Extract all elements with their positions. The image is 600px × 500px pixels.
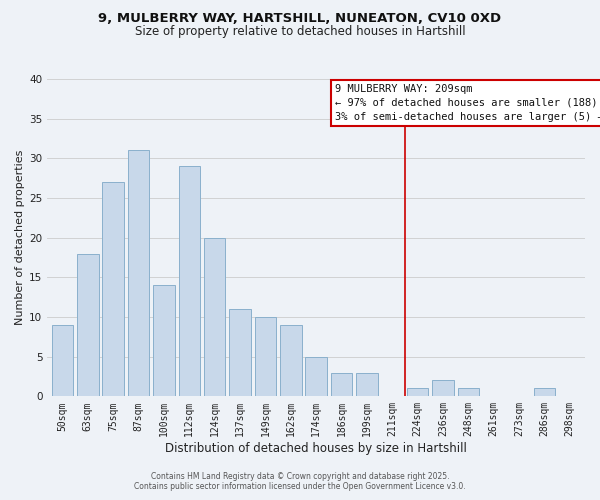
Text: 9 MULBERRY WAY: 209sqm
← 97% of detached houses are smaller (188)
3% of semi-det: 9 MULBERRY WAY: 209sqm ← 97% of detached… xyxy=(335,84,600,122)
Bar xyxy=(153,286,175,397)
Bar xyxy=(305,356,327,397)
Text: Size of property relative to detached houses in Hartshill: Size of property relative to detached ho… xyxy=(134,25,466,38)
Bar xyxy=(229,309,251,396)
Y-axis label: Number of detached properties: Number of detached properties xyxy=(15,150,25,326)
Bar xyxy=(407,388,428,396)
Bar xyxy=(356,372,377,396)
Text: Contains public sector information licensed under the Open Government Licence v3: Contains public sector information licen… xyxy=(134,482,466,491)
Bar xyxy=(128,150,149,396)
Text: 9, MULBERRY WAY, HARTSHILL, NUNEATON, CV10 0XD: 9, MULBERRY WAY, HARTSHILL, NUNEATON, CV… xyxy=(98,12,502,26)
Bar xyxy=(77,254,98,396)
Bar xyxy=(280,325,302,396)
Bar xyxy=(254,317,276,396)
Bar xyxy=(103,182,124,396)
X-axis label: Distribution of detached houses by size in Hartshill: Distribution of detached houses by size … xyxy=(165,442,467,455)
Bar xyxy=(533,388,555,396)
Bar xyxy=(179,166,200,396)
Bar xyxy=(432,380,454,396)
Bar xyxy=(331,372,352,396)
Bar xyxy=(458,388,479,396)
Bar xyxy=(204,238,226,396)
Bar xyxy=(52,325,73,396)
Text: Contains HM Land Registry data © Crown copyright and database right 2025.: Contains HM Land Registry data © Crown c… xyxy=(151,472,449,481)
